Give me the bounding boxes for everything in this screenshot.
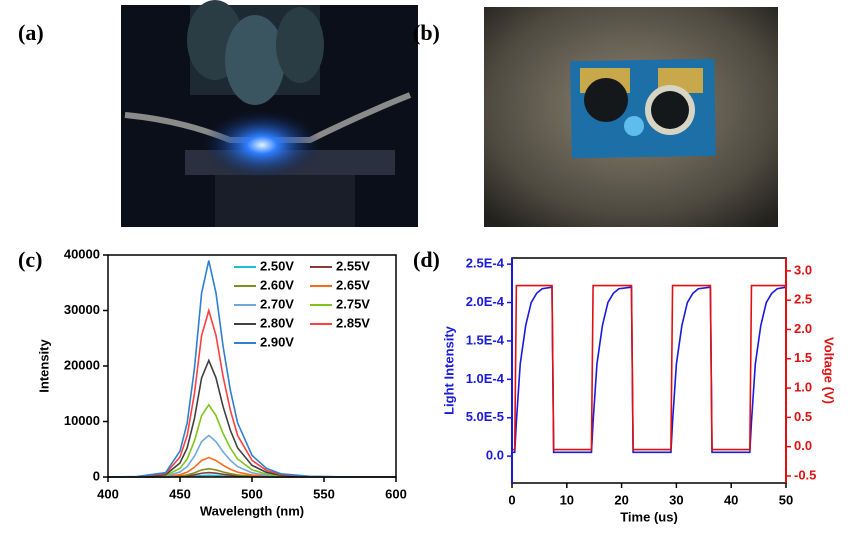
y2-axis-label: Voltage (V) (822, 337, 837, 404)
y-tick-label: 2.0E-4 (466, 294, 505, 309)
y2-tick-label: 1.0 (794, 380, 812, 395)
y-tick-label: 1.0E-4 (466, 371, 505, 386)
x-tick-label: 20 (614, 492, 628, 507)
y-tick-label: 5.0E-5 (466, 409, 504, 424)
y2-tick-label: 3.0 (794, 262, 812, 277)
y-tick-label: 0 (93, 468, 100, 483)
x-tick-label: 500 (241, 486, 263, 501)
y-tick-label: 40000 (64, 246, 100, 261)
panel-label: (b) (413, 20, 440, 45)
legend-label: 2.75V (336, 296, 370, 311)
y-axis-label: Intensity (36, 339, 51, 393)
x-tick-label: 30 (669, 492, 683, 507)
y-tick-label: 30000 (64, 302, 100, 317)
y-tick-label: 20000 (64, 357, 100, 372)
y-tick-label: 1.5E-4 (466, 332, 505, 347)
legend-label: 2.90V (260, 334, 294, 349)
x-tick-label: 40 (724, 492, 738, 507)
y2-tick-label: 0.0 (794, 438, 812, 453)
y2-tick-label: -0.5 (794, 467, 816, 482)
legend-label: 2.55V (336, 258, 370, 273)
y2-tick-label: 1.5 (794, 350, 812, 365)
panel-label: (c) (18, 247, 42, 272)
y-tick-label: 0.0 (486, 448, 504, 463)
x-axis-label: Wavelength (nm) (200, 503, 304, 518)
legend-label: 2.50V (260, 258, 294, 273)
x-tick-label: 550 (313, 486, 335, 501)
series-line (512, 284, 786, 451)
x-axis-label: Time (us) (620, 509, 678, 524)
x-tick-label: 0 (508, 492, 515, 507)
y2-tick-label: 2.5 (794, 292, 812, 307)
y-tick-label: 10000 (64, 413, 100, 428)
x-tick-label: 450 (169, 486, 191, 501)
y2-tick-label: 0.5 (794, 409, 812, 424)
legend-label: 2.80V (260, 315, 294, 330)
x-tick-label: 400 (97, 486, 119, 501)
series-line (107, 260, 396, 478)
y-tick-label: 2.5E-4 (466, 256, 505, 271)
x-tick-label: 600 (385, 486, 407, 501)
panel-label: (d) (413, 247, 440, 272)
x-tick-label: 50 (779, 492, 793, 507)
legend-label: 2.65V (336, 277, 370, 292)
y-axis-label: Light Intensity (441, 325, 456, 415)
photo-a (121, 0, 418, 227)
series-line (107, 307, 396, 478)
x-tick-label: 10 (560, 492, 574, 507)
panel-label: (a) (18, 20, 44, 45)
legend-label: 2.85V (336, 315, 370, 330)
legend-label: 2.70V (260, 296, 294, 311)
legend-label: 2.60V (260, 277, 294, 292)
y2-tick-label: 2.0 (794, 321, 812, 336)
photo-b (484, 7, 778, 227)
